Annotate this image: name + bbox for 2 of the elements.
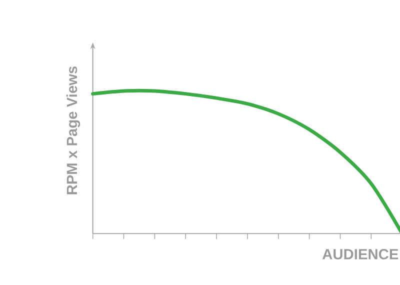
x-axis-title: AUDIENCE xyxy=(322,249,398,260)
y-axis-title: RPM x Page Views xyxy=(66,66,80,194)
